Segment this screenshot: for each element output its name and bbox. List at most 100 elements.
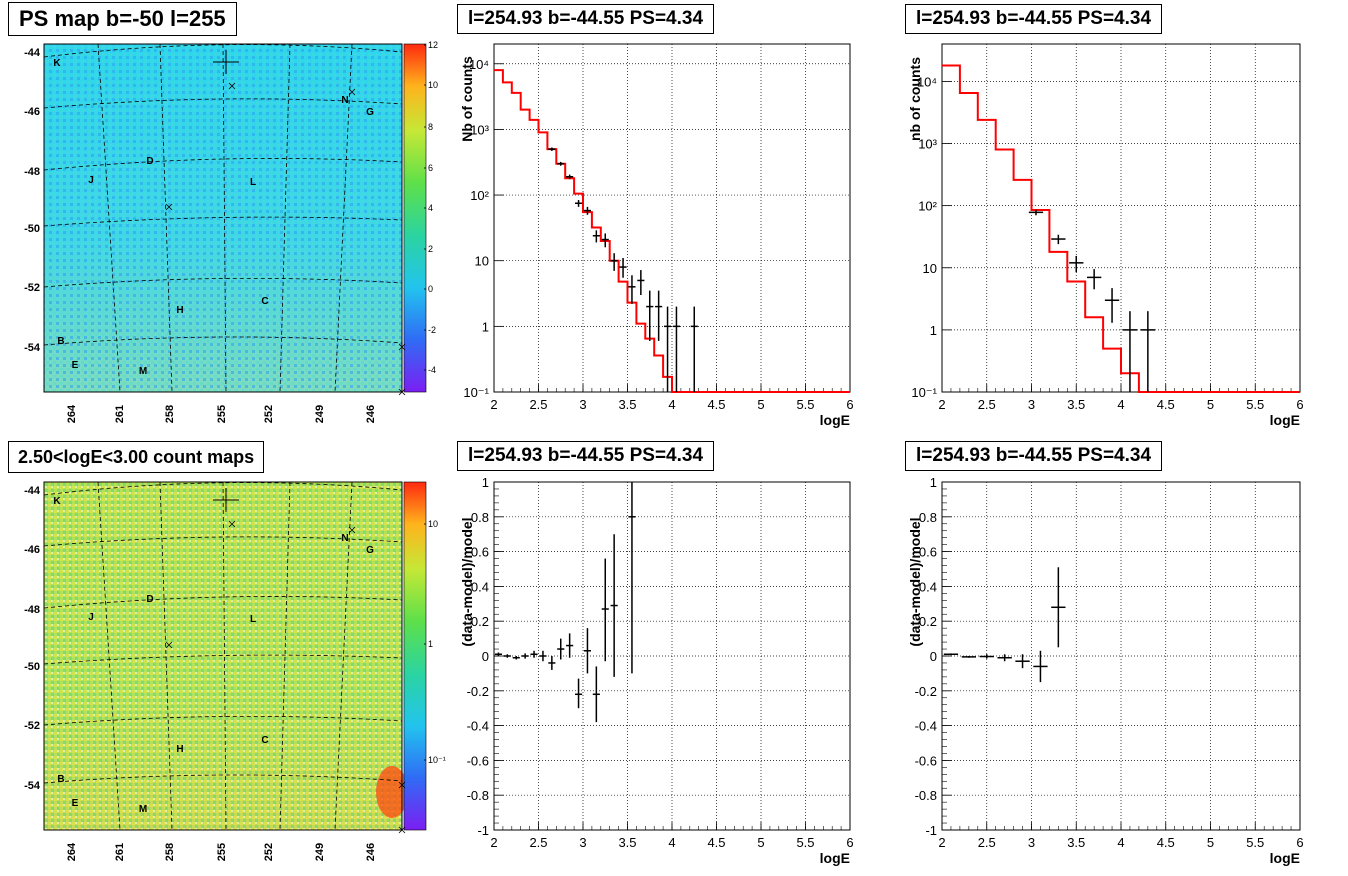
source-label: D <box>146 156 153 167</box>
chart-0: 2 2.5 3 3.5 4 4.5 5 5.5 6 10⁴ 10³ 10² 10 1 10⁻¹ logE Nb … <box>459 43 854 428</box>
x-tick-label: 5.5 <box>796 835 814 850</box>
map-x-tick-label: 252 <box>263 843 275 861</box>
target-cross-marker <box>213 488 239 512</box>
count-map-coordinate-grid <box>43 481 403 831</box>
target-cross-marker <box>213 50 239 74</box>
y-tick-label: 10² <box>470 188 489 203</box>
y-tick-label: 0.2 <box>471 614 489 629</box>
y-tick-label: -0.2 <box>467 684 489 699</box>
map-x-tick-label: 255 <box>216 405 228 423</box>
source-x-marker <box>228 82 236 90</box>
colorbar-tick-label: 4 <box>428 203 433 213</box>
colorbar-tick-label: 0 <box>428 284 433 294</box>
map-y-tick-label: -50 <box>24 661 40 673</box>
count-map-colorbar-frame <box>403 481 427 831</box>
x-tick-label: 4.5 <box>1157 835 1175 850</box>
source-label: C <box>261 735 268 746</box>
map-y-tick-label: -54 <box>24 342 41 354</box>
map-x-tick-label: 264 <box>66 404 78 423</box>
x-tick-label: 4 <box>1117 835 1124 850</box>
x-tick-label: 6 <box>846 835 853 850</box>
y-tick-label: 10⁴ <box>917 74 937 89</box>
y-tick-label: 1 <box>482 319 489 334</box>
source-label: N <box>341 95 348 106</box>
x-tick-label: 3.5 <box>1067 397 1085 412</box>
y-tick-label: 0.8 <box>471 510 489 525</box>
source-label: H <box>176 305 183 316</box>
x-tick-label: 2 <box>938 397 945 412</box>
source-label: H <box>176 744 183 755</box>
y-tick-label: 0.6 <box>919 545 937 560</box>
x-tick-label: 2 <box>490 397 497 412</box>
count-map-title: 2.50<logE<3.00 count maps <box>8 441 265 473</box>
source-label: E <box>72 798 79 809</box>
x-tick-label: 3.5 <box>1067 835 1085 850</box>
colorbar-tick-label: 10 <box>428 519 438 529</box>
source-x-marker <box>165 641 173 649</box>
colorbar-tick-label: -4 <box>428 365 436 375</box>
map-x-tick-label: 264 <box>66 842 78 861</box>
y-tick-label: 1 <box>930 323 937 338</box>
ps-map-panel <box>43 43 427 393</box>
y-tick-label: -0.8 <box>467 788 489 803</box>
count-map-colorbar <box>404 482 426 830</box>
source-label: G <box>366 107 374 118</box>
y-tick-label: 1 <box>930 475 937 490</box>
chart-title-top-middle: l=254.93 b=-44.55 PS=4.34 <box>457 4 715 34</box>
source-x-marker <box>165 203 173 211</box>
ps-map-frame <box>43 43 403 393</box>
x-tick-label: 5 <box>757 397 764 412</box>
count-map-hotspot <box>376 766 408 818</box>
ps-map-colorbar-frame <box>403 43 427 393</box>
x-axis-label: logE <box>1270 850 1300 866</box>
source-label: B <box>57 774 64 785</box>
y-tick-label: 10⁴ <box>469 57 489 72</box>
x-tick-label: 5.5 <box>796 397 814 412</box>
y-tick-label: 0 <box>930 649 937 664</box>
y-tick-label: 0.4 <box>919 579 937 594</box>
source-label: N <box>341 533 348 544</box>
y-axis-label: (data-model)/model <box>907 517 923 646</box>
map-x-tick-label: 255 <box>216 843 228 861</box>
x-tick-label: 6 <box>1296 397 1303 412</box>
map-x-tick-label: 249 <box>314 843 326 861</box>
source-x-marker <box>348 88 356 96</box>
x-tick-label: 5 <box>1207 835 1214 850</box>
colorbar-tick-label: 1 <box>428 639 433 649</box>
y-axis-label: (data-model)/model <box>459 517 475 646</box>
y-tick-label: 0.4 <box>471 579 489 594</box>
x-tick-label: 3 <box>579 397 586 412</box>
map-x-tick-label: 258 <box>164 405 176 423</box>
x-tick-label: 2.5 <box>529 397 547 412</box>
y-tick-label: 0 <box>482 649 489 664</box>
y-tick-label: -0.2 <box>915 684 937 699</box>
source-label: B <box>57 336 64 347</box>
source-label: D <box>146 594 153 605</box>
y-tick-label: 10² <box>918 199 937 214</box>
y-tick-label: 10 <box>475 254 489 269</box>
source-label: M <box>139 366 147 377</box>
y-tick-label: 10 <box>923 261 937 276</box>
source-label: K <box>53 58 61 69</box>
x-tick-label: 4.5 <box>1157 397 1175 412</box>
chart-title-top-right: l=254.93 b=-44.55 PS=4.34 <box>905 4 1163 34</box>
y-tick-label: 10³ <box>470 122 489 137</box>
x-axis-label: logE <box>1270 412 1300 428</box>
ps-map-colorbar <box>404 44 426 392</box>
y-tick-label: -0.8 <box>915 788 937 803</box>
source-label: J <box>88 175 94 186</box>
x-tick-label: 5 <box>757 835 764 850</box>
plot-frame <box>493 481 851 831</box>
map-y-tick-label: -52 <box>24 720 40 732</box>
map-y-tick-label: -46 <box>24 544 40 556</box>
source-label: L <box>250 614 256 625</box>
source-label: E <box>72 360 79 371</box>
y-tick-label: 10⁻¹ <box>463 385 489 400</box>
x-tick-label: 4 <box>668 397 675 412</box>
x-tick-label: 2 <box>490 835 497 850</box>
model-step-line <box>494 69 850 393</box>
map-x-tick-label: 261 <box>114 405 126 423</box>
x-tick-label: 4.5 <box>707 397 725 412</box>
